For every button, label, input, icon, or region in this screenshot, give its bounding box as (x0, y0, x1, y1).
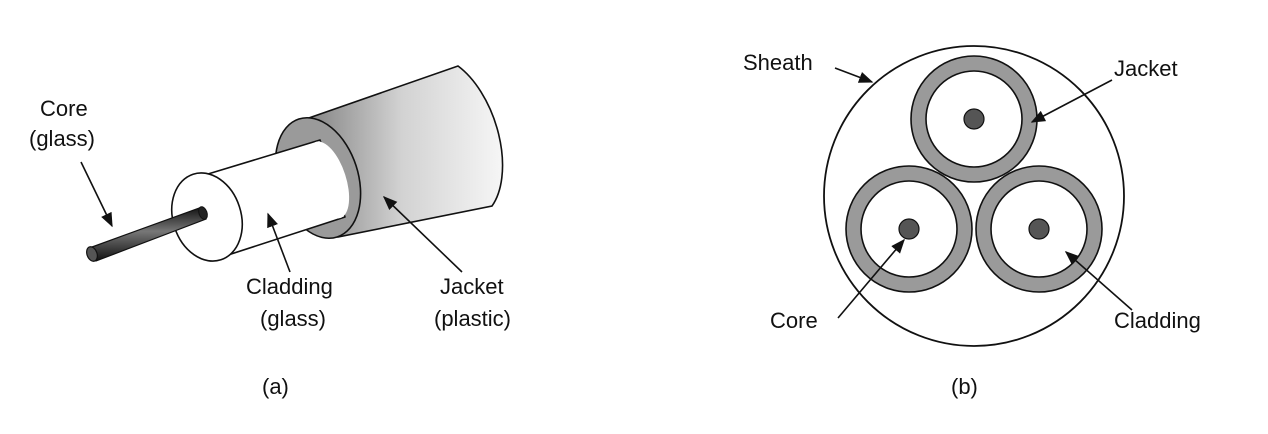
fiber-top-core (963, 108, 985, 130)
core-rod-far-end (198, 206, 208, 220)
core-label-a: Core (40, 96, 88, 121)
fiber-right-core (1028, 218, 1050, 240)
core-arrow-b (837, 238, 905, 319)
fiber-bottom-right (975, 165, 1103, 293)
sheath-arrow-b (834, 67, 874, 83)
panel-a-cable-side-view: Core (glass) Cladding (glass) Jacket (pl… (29, 65, 511, 399)
core-rod-end (86, 246, 98, 262)
sheath-label-b: Sheath (743, 50, 813, 75)
cladding-back-face (306, 141, 350, 219)
caption-b: (b) (951, 374, 978, 399)
cladding-arrow-a (267, 212, 291, 273)
caption-a: (a) (262, 374, 289, 399)
fiber-bottom-left (845, 165, 973, 293)
fiber-top (910, 55, 1038, 183)
panel-b-cable-cross-section: Sheath Jacket Core Cladding (b) (743, 45, 1201, 399)
fiber-left-core (898, 218, 920, 240)
cladding-label-b: Cladding (1114, 308, 1201, 333)
jacket-material-label-a: (plastic) (434, 306, 511, 331)
jacket-label-a: Jacket (440, 274, 504, 299)
core-material-label-a: (glass) (29, 126, 95, 151)
jacket-arrow-b (1030, 79, 1113, 123)
cladding-material-label-a: (glass) (260, 306, 326, 331)
core-label-b: Core (770, 308, 818, 333)
jacket-label-b: Jacket (1114, 56, 1178, 81)
core-arrow-a (80, 161, 113, 228)
cladding-arrow-b (1064, 251, 1133, 311)
jacket-arrow-a (382, 196, 463, 273)
cladding-label-a: Cladding (246, 274, 333, 299)
